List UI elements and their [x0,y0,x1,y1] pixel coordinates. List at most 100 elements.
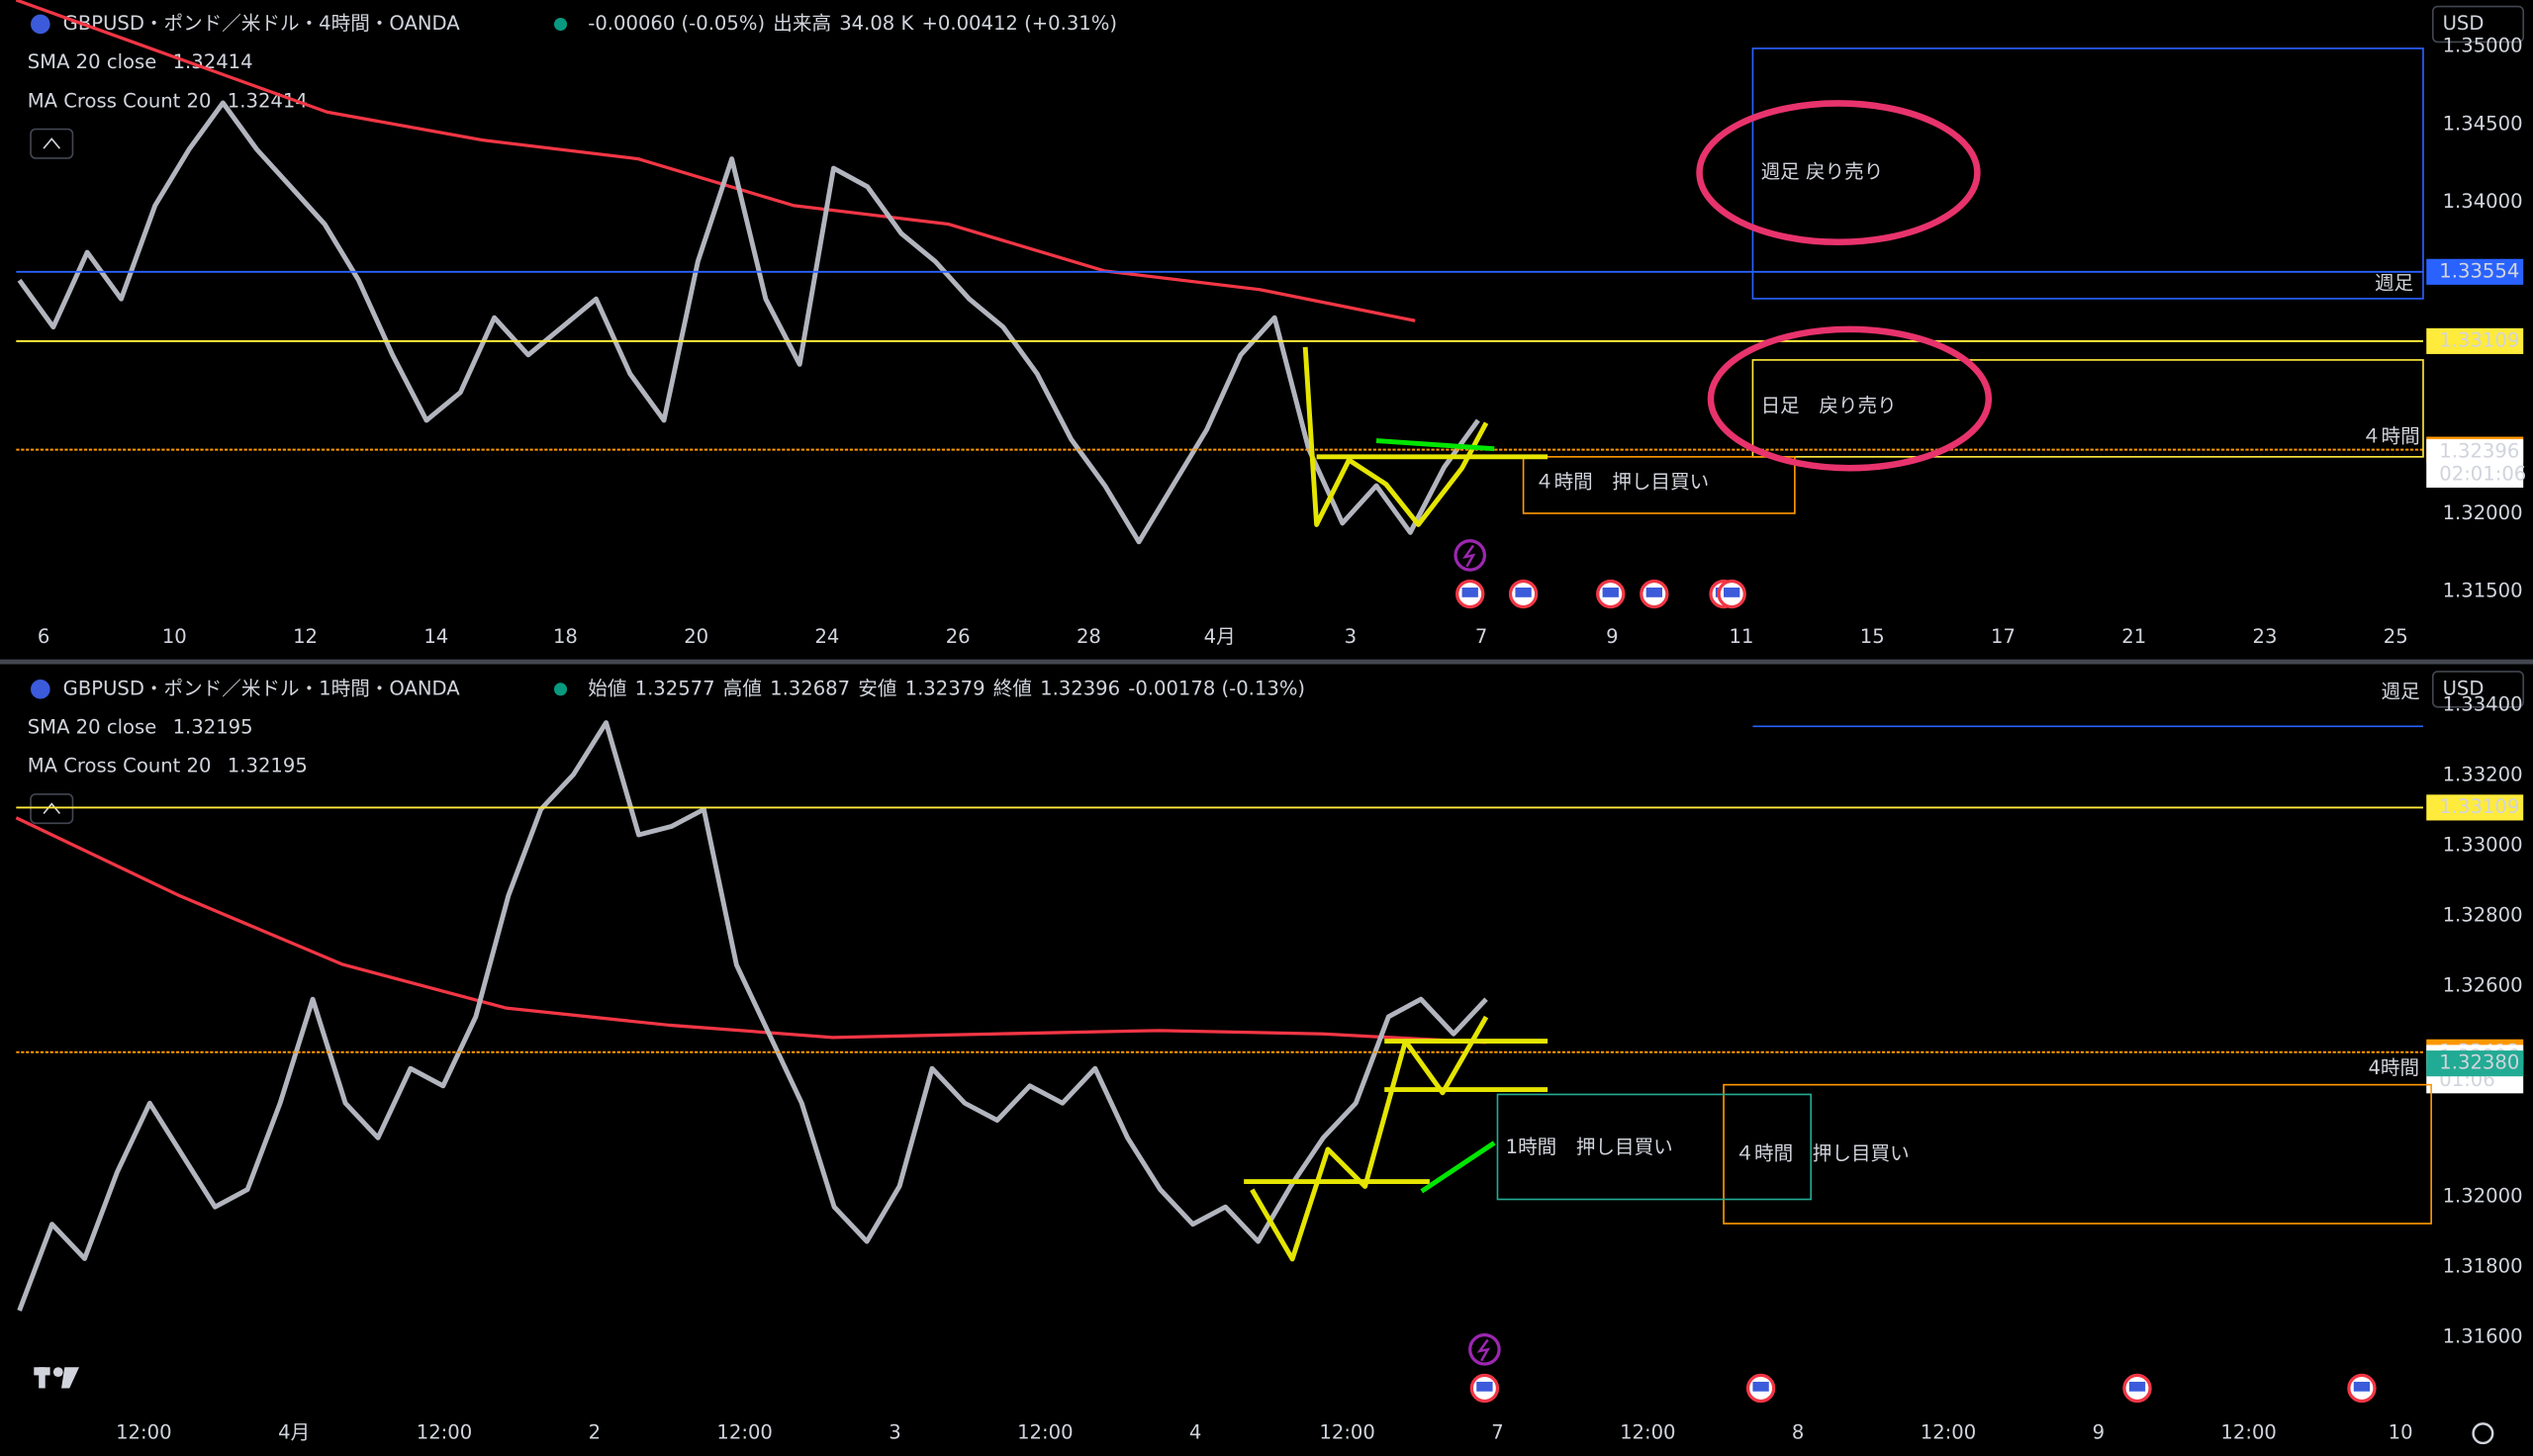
time-tick-label: 12:00 [1620,1421,1675,1444]
price-tag-label: 1.33109 [2439,795,2519,818]
indicator-name: SMA 20 close [28,50,157,73]
collapse-button[interactable] [30,793,74,825]
header-value: 1.32687 [770,677,850,699]
countdown: 02:01:06 [2439,462,2526,485]
indicator-name: SMA 20 close [28,716,157,739]
tradingview-logo [34,1367,79,1389]
header-value: 1.32379 [905,677,985,699]
symbol-flag [31,14,50,35]
market-status [554,17,568,32]
time-tick-label: 10 [162,625,187,648]
time-tick-label: 4月 [278,1421,310,1444]
level-label: 週足 [2375,272,2413,295]
event-flag [1602,588,1619,597]
drawing [1250,1015,1489,1262]
dividend-icon[interactable] [1454,539,1487,572]
time-tick-label: 11 [1730,625,1754,648]
indicator-value: 1.32195 [173,716,253,739]
h4-zone [1723,1083,2432,1225]
header-value: 出来高 [773,12,831,35]
annotation: 1時間 押し目買い [1506,1136,1673,1158]
header-value: 1.32396 [1040,677,1120,699]
collapse-icon [43,137,61,149]
price-tick-label: 1.34500 [2443,112,2523,135]
time-tick-label: 3 [1345,625,1357,648]
currency-select[interactable] [2431,671,2525,708]
price-tick-label: 1.34000 [2443,190,2523,213]
time-tick-label: 7 [1491,1421,1503,1444]
settings-icon[interactable] [2472,1422,2494,1445]
time-tick-label: 12:00 [2220,1421,2276,1444]
dividend-bolt [1476,1338,1491,1362]
time-tick-label: 6 [38,625,49,648]
time-tick-label: 28 [1077,625,1101,648]
dividend-bolt [1462,544,1476,568]
price-tag-label: 1.32380 [2439,1051,2519,1074]
header-value: 高値 [723,677,762,699]
time-tick-label: 12:00 [1017,1421,1073,1444]
dividend-icon[interactable] [1468,1332,1501,1366]
annotation: ４時間 押し目買い [1535,470,1709,493]
price-tag [2426,439,2524,489]
time-tick-label: 9 [1606,625,1618,648]
collapse-icon [43,802,61,815]
event-flag [1752,1381,1769,1392]
price-tick-label: 1.33400 [2443,693,2523,716]
time-tick-label: 20 [684,625,708,648]
time-tick-label: 3 [889,1421,900,1444]
highlight-circle [1707,325,1993,472]
header-value: 安値 [858,677,896,699]
price-tag [2426,258,2524,285]
currency-select[interactable] [2431,5,2525,44]
price-tick-label: 1.35000 [2443,35,2523,57]
price-tag-label: 1.32396 [2439,440,2519,463]
drawing [1302,346,1489,527]
event-flag [1461,588,1478,597]
h1-zone [1496,1093,1813,1201]
time-tick-label: 12:00 [1921,1421,1976,1444]
annotation: 週足 戻り売り [1761,160,1884,183]
level-label: 4時間 [2368,1056,2419,1079]
price-tag [2426,794,2524,821]
header-value: 1.32577 [635,677,715,699]
event-flag [1645,588,1662,597]
price-tag [2426,327,2524,354]
time-tick-label: 2 [589,1421,601,1444]
indicator-value: 1.32195 [228,755,308,777]
time-tick-label: 12:00 [716,1421,772,1444]
collapse-button[interactable] [30,128,74,159]
header-value: -0.00060 (-0.05%) [588,12,765,35]
time-tick-label: 12:00 [1319,1421,1374,1444]
price-tag [2426,1050,2524,1077]
drawing [1375,438,1495,452]
moving-average [15,816,1487,1045]
h4-zone [1522,456,1796,514]
price-tag-label: 1.33109 [2439,328,2519,351]
time-tick-label: 17 [1991,625,2016,648]
header-value: 34.08 K [839,12,914,35]
time-tick-label: 14 [423,625,448,648]
header-value: +0.00412 (+0.31%) [922,12,1118,35]
price-tick-label: 1.32800 [2443,904,2523,927]
symbol-flag [31,680,50,699]
time-tick-label: 12:00 [417,1421,472,1444]
indicator-name: MA Cross Count 20 [28,89,212,112]
drawing [1420,1140,1496,1194]
header-value: -0.00178 (-0.13%) [1128,677,1305,699]
moving-average [15,0,1416,322]
event-flag [2353,1381,2371,1392]
annotation: 日足 戻り売り [1761,395,1897,417]
symbol-title: GBPUSD・ポンド／米ドル・1時間・OANDA [63,677,461,699]
indicator-value: 1.32414 [173,50,253,73]
symbol-title: GBPUSD・ポンド／米ドル・4時間・OANDA [63,12,461,35]
level-label: ４時間 [2362,425,2420,448]
currency-label: USD [2443,677,2485,699]
event-flag [1724,588,1740,597]
time-tick-label: 4 [1189,1421,1201,1444]
market-status [554,682,568,696]
level-label: 週足 [2382,681,2420,703]
close-line [17,100,1480,545]
time-tick-label: 12 [293,625,318,648]
